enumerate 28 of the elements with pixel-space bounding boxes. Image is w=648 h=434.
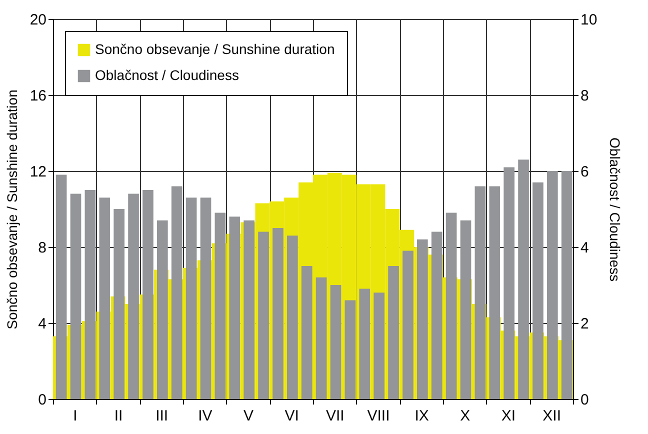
y-tick-label: 16 bbox=[30, 88, 46, 104]
y2-tick-label: 10 bbox=[580, 12, 598, 28]
y2-axis-title: Oblačnost / Cloudiness bbox=[607, 138, 624, 282]
x-tick-label: VIII bbox=[367, 408, 390, 424]
y2-tick-label: 0 bbox=[580, 392, 589, 408]
y2-tick-label: 4 bbox=[580, 240, 589, 256]
x-tick-label: I bbox=[73, 408, 78, 424]
legend-label: Sončno obsevanje / Sunshine duration bbox=[95, 41, 335, 57]
y2-tick-label: 6 bbox=[580, 164, 589, 180]
y2-tick-label: 8 bbox=[580, 88, 589, 104]
x-tick-label: XI bbox=[501, 408, 516, 424]
x-tick-label: II bbox=[114, 408, 123, 424]
y-tick-label: 12 bbox=[30, 164, 46, 180]
x-tick-label: IX bbox=[414, 408, 429, 424]
x-tick-label: IV bbox=[198, 408, 212, 424]
x-tick-label: X bbox=[460, 408, 470, 424]
y-tick-label: 4 bbox=[38, 316, 46, 332]
x-tick-label: V bbox=[243, 408, 254, 424]
x-tick-label: III bbox=[156, 408, 168, 424]
x-tick-label: VI bbox=[284, 408, 299, 424]
legend-label: Oblačnost / Cloudiness bbox=[95, 67, 239, 83]
y-tick-label: 0 bbox=[38, 392, 46, 408]
x-tick-label: XII bbox=[542, 408, 562, 424]
y-axis-title: Sončno obsevanje / Sunshine duration bbox=[4, 90, 20, 330]
y-tick-label: 20 bbox=[30, 12, 46, 28]
y-tick-label: 8 bbox=[38, 240, 46, 256]
y2-tick-label: 2 bbox=[580, 316, 589, 332]
x-tick-label: VII bbox=[326, 408, 344, 424]
